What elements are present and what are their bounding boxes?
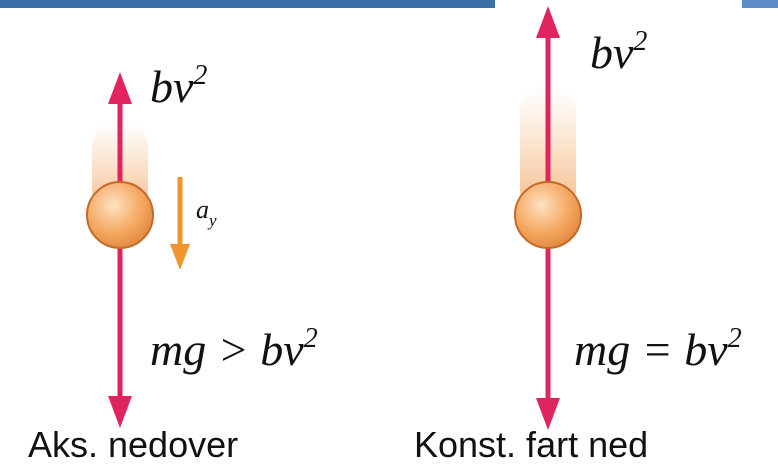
caption: Aks. nedover (28, 424, 238, 465)
panel-left: bv2 ay mg > bv2 Aks. nedover (28, 60, 318, 465)
force-down-label: mg > bv2 (150, 323, 318, 375)
force-down-label: mg = bv2 (574, 323, 742, 375)
text-part: bv (150, 61, 194, 112)
acceleration-head (170, 244, 190, 270)
background-strip (0, 0, 495, 8)
diagram: bv2 ay mg > bv2 Aks. nedover bv2 mg = bv… (0, 0, 778, 467)
text-part: mg = bv (574, 324, 728, 375)
arrow-head-up (536, 6, 560, 38)
text-part: y (207, 211, 217, 230)
text-part: mg > bv (150, 324, 304, 375)
force-up-label: bv2 (590, 26, 647, 78)
arrow-head-up (108, 72, 132, 104)
acceleration-label: ay (196, 195, 217, 230)
panel-right: bv2 mg = bv2 Konst. fart ned (414, 6, 742, 465)
ball (87, 182, 153, 248)
force-up-label: bv2 (150, 60, 207, 112)
background-strip (742, 0, 778, 8)
text-part: 2 (633, 26, 647, 57)
text-part: 2 (193, 60, 207, 91)
text-part: 2 (304, 323, 318, 354)
text-part: a (196, 195, 209, 224)
text-part: 2 (728, 323, 742, 354)
text-part: bv (590, 27, 634, 78)
caption: Konst. fart ned (414, 424, 648, 465)
ball (515, 182, 581, 248)
